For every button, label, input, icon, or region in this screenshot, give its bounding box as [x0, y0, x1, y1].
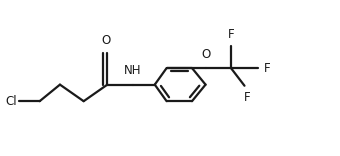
Text: NH: NH — [124, 64, 141, 77]
Text: Cl: Cl — [5, 95, 17, 108]
Text: F: F — [244, 91, 251, 104]
Text: F: F — [264, 62, 271, 75]
Text: O: O — [201, 48, 210, 61]
Text: F: F — [228, 28, 234, 41]
Text: O: O — [101, 34, 110, 47]
